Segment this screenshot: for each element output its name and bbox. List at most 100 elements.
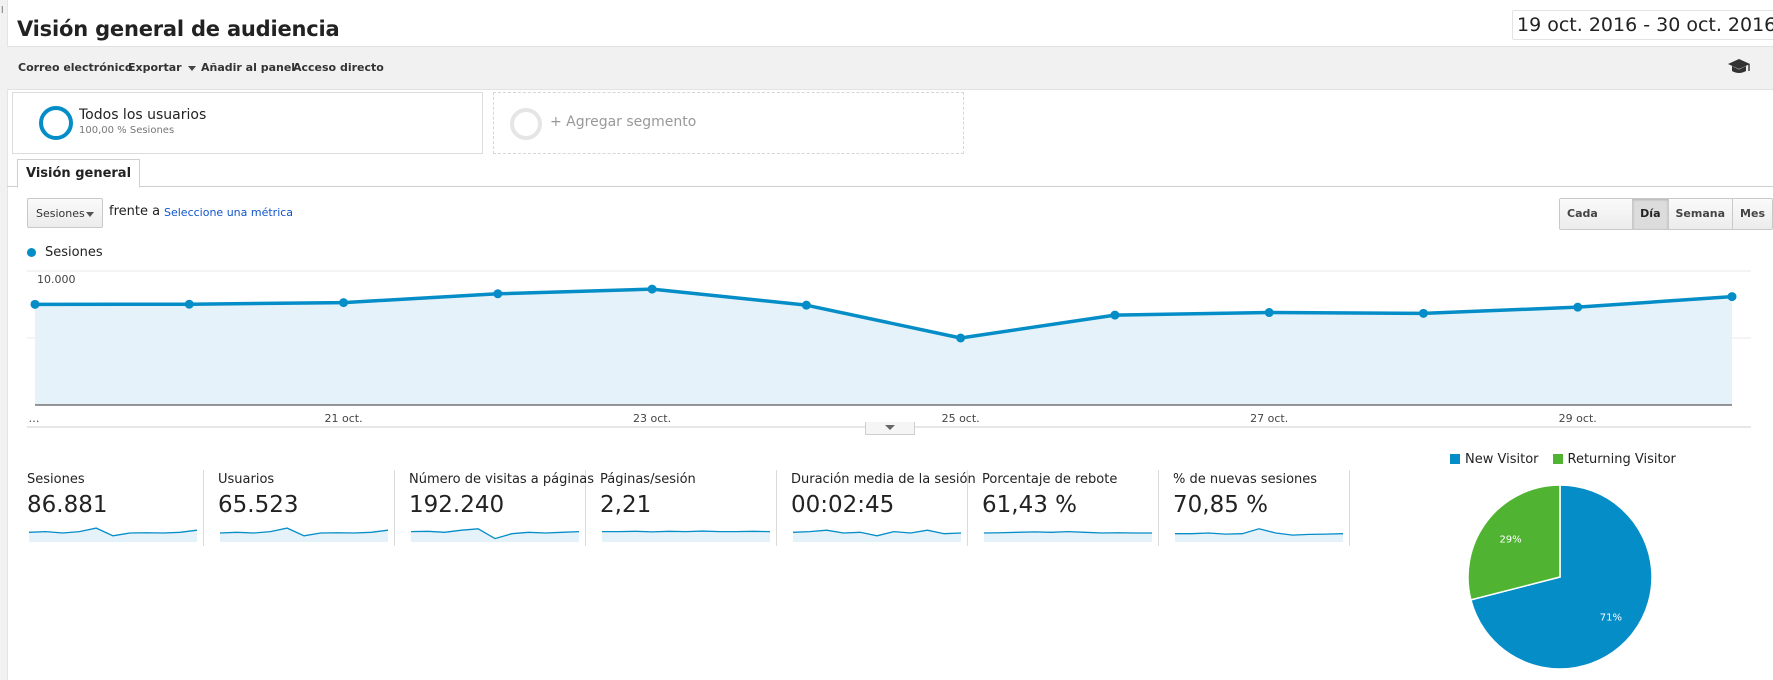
legend-swatch [27, 248, 36, 257]
chart-collapse-handle[interactable] [865, 422, 915, 435]
data-point[interactable] [1418, 308, 1428, 318]
granularity-hourly-button[interactable]: Cada hora [1560, 199, 1634, 229]
metric-sparkline [1175, 528, 1344, 542]
page-title: Visión general de audiencia [17, 17, 340, 41]
metric-select[interactable]: Sesiones [27, 198, 103, 228]
add-segment-label: + Agregar segmento [550, 114, 697, 130]
sparkline-line [1175, 528, 1344, 536]
metric-select-label: Sesiones [36, 207, 85, 220]
sparkline-line [984, 530, 1152, 534]
x-tick-label: 23 oct. [633, 412, 671, 425]
data-point[interactable] [493, 289, 503, 299]
export-label: Exportar [128, 61, 182, 74]
segment-all-users[interactable]: Todos los usuarios 100,00 % Sesiones [12, 92, 483, 154]
metric-value: 70,85 % [1173, 492, 1269, 518]
metric-card[interactable]: % de nuevas sesiones 70,85 % [1173, 470, 1350, 546]
metric-sparkline [602, 530, 771, 542]
pie-slice[interactable] [1469, 484, 1653, 670]
metric-value: 65.523 [218, 492, 299, 518]
sparkline-line [602, 530, 771, 533]
sparkline-area [220, 528, 388, 542]
data-point[interactable] [1110, 310, 1120, 320]
legend-swatch-returning [1552, 454, 1563, 464]
data-point[interactable] [339, 298, 349, 308]
metric-value: 192.240 [409, 492, 505, 518]
metric-card[interactable]: Número de visitas a páginas 192.240 [409, 470, 594, 546]
x-tick-label: 29 oct. [1559, 412, 1597, 425]
metric-label: % de nuevas sesiones [1173, 472, 1318, 487]
metric-sparkline [984, 530, 1152, 542]
pie-legend-label-returning: Returning Visitor [1567, 452, 1676, 467]
sessions-line-chart: 10.0005.000…21 oct.23 oct.25 oct.27 oct.… [27, 270, 1751, 428]
chevron-down-icon [187, 65, 196, 71]
edge-mark: l [1, 6, 4, 16]
empty-ring-icon [510, 108, 542, 140]
add-to-dashboard-button[interactable]: Añadir al panel [201, 61, 296, 74]
sparkline-area [1175, 528, 1343, 542]
metric-value: 86.881 [27, 492, 108, 518]
pie-legend-returning: Returning Visitor [1552, 452, 1676, 467]
toolbar: Correo electrónico Exportar Añadir al pa… [7, 46, 1773, 90]
pie-legend: New Visitor Returning Visitor [1450, 452, 1676, 467]
metric-card[interactable]: Sesiones 86.881 [27, 470, 204, 546]
metric-card[interactable]: Duración media de la sesión 00:02:45 [791, 470, 976, 546]
segment-ring-icon [39, 106, 73, 140]
metric-label: Usuarios [218, 472, 275, 487]
data-point[interactable] [184, 299, 194, 309]
metric-label: Sesiones [27, 472, 85, 487]
graduation-cap-icon[interactable] [1727, 57, 1751, 77]
tab-overview[interactable]: Visión general [17, 159, 141, 188]
metric-label: Número de visitas a páginas [409, 472, 594, 487]
visitor-type-pie-chart: 71% 29% [1467, 484, 1653, 670]
export-button[interactable]: Exportar [128, 61, 196, 74]
granularity-toggle: Cada hora Día Semana Mes [1559, 198, 1773, 230]
granularity-day-button[interactable]: Día [1633, 199, 1669, 229]
metric-value: 2,21 [600, 492, 652, 518]
data-point[interactable] [647, 284, 657, 294]
date-range-text: 19 oct. 2016 - 30 oct. 2016 [1517, 14, 1773, 36]
pie-slice[interactable] [1467, 484, 1561, 601]
segment-name: Todos los usuarios [79, 107, 207, 123]
x-tick-label: 21 oct. [324, 412, 362, 425]
y-tick-label: 10.000 [37, 273, 76, 286]
x-tick-label: 25 oct. [942, 412, 980, 425]
pie-legend-label-new: New Visitor [1465, 452, 1539, 467]
sparkline-area [29, 528, 197, 542]
data-point[interactable] [1727, 292, 1737, 302]
metric-card[interactable]: Páginas/sesión 2,21 [600, 470, 777, 546]
pie-slice-label: 71% [1600, 612, 1622, 623]
sparkline-line [29, 527, 198, 537]
shortcut-button[interactable]: Acceso directo [293, 61, 384, 74]
segment-subtitle: 100,00 % Sesiones [79, 125, 175, 136]
metric-sparkline [29, 527, 198, 542]
data-point[interactable] [30, 299, 40, 309]
versus-label: frente a [109, 204, 161, 219]
x-tick-label: 27 oct. [1250, 412, 1288, 425]
email-button[interactable]: Correo electrónico [18, 61, 133, 74]
pie-legend-new: New Visitor [1450, 452, 1539, 467]
metric-sparkline [220, 527, 389, 542]
metric-label: Páginas/sesión [600, 472, 696, 487]
metric-card[interactable]: Usuarios 65.523 [218, 470, 395, 546]
data-point[interactable] [1264, 308, 1274, 318]
sparkline-area [984, 531, 1152, 542]
data-point[interactable] [1573, 302, 1583, 312]
sparkline-line [793, 529, 962, 537]
data-point[interactable] [956, 333, 966, 343]
metric-card[interactable]: Porcentaje de rebote 61,43 % [982, 470, 1159, 546]
sparkline-area [602, 531, 770, 542]
tab-divider [7, 186, 1773, 187]
chevron-down-icon [86, 212, 94, 217]
sparkline-line [411, 528, 580, 540]
metric-sparkline [411, 528, 580, 542]
legend-swatch-new [1450, 454, 1460, 464]
granularity-month-button[interactable]: Mes [1733, 199, 1772, 229]
select-metric-link[interactable]: Seleccione una métrica [164, 206, 294, 219]
left-edge-strip: l [0, 0, 8, 680]
add-segment-button[interactable]: + Agregar segmento [493, 92, 964, 154]
metric-label: Duración media de la sesión [791, 472, 976, 487]
granularity-week-button[interactable]: Semana [1668, 199, 1734, 229]
data-point[interactable] [801, 300, 811, 310]
metric-value: 61,43 % [982, 492, 1078, 518]
date-range-picker[interactable]: 19 oct. 2016 - 30 oct. 2016 [1512, 10, 1773, 40]
